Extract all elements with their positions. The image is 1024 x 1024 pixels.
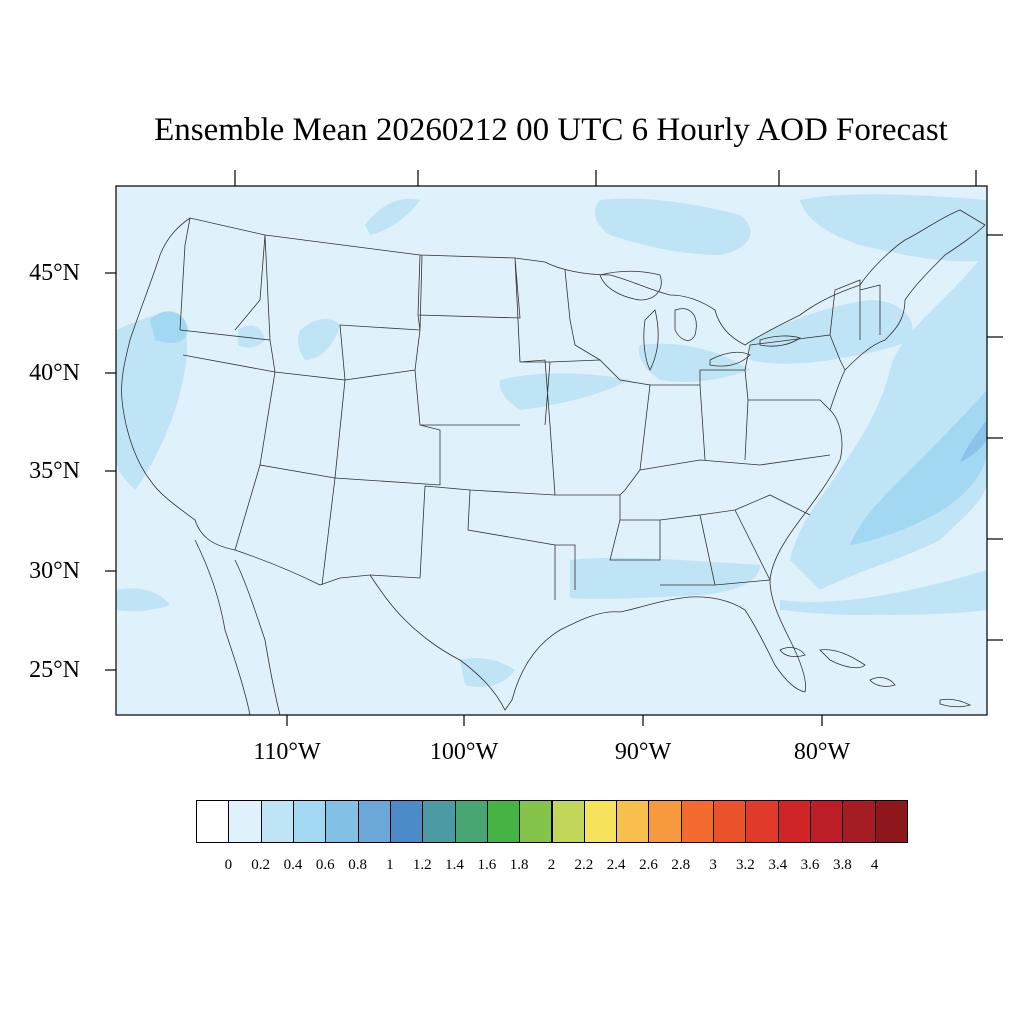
colorbar-label: 2.2	[574, 857, 594, 873]
colorbar-box	[648, 800, 682, 843]
colorbar-label: 3.2	[736, 857, 755, 873]
colorbar-label: 3.4	[768, 857, 788, 873]
colorbar-box	[874, 800, 908, 843]
great-lakes	[599, 270, 801, 371]
aod-shade-rockies	[297, 318, 340, 360]
lat-label-45n: 45°N	[29, 260, 80, 286]
colorbar-box	[454, 800, 488, 843]
colorbar-box	[486, 800, 521, 843]
aod-shade-westcoast	[116, 313, 187, 490]
map-frame	[115, 185, 988, 716]
lat-label-30n: 30°N	[29, 558, 80, 584]
colorbar-label: 2.8	[671, 857, 691, 873]
colorbar-label: 2.6	[639, 857, 658, 873]
aod-shade-northeast	[750, 300, 913, 364]
colorbar-box	[551, 800, 585, 843]
lon-label-100w: 100°W	[429, 739, 499, 765]
aod-shade-lakes	[638, 343, 750, 382]
lon-label-80w: 80°W	[793, 739, 851, 765]
aod-shade-plains	[499, 373, 630, 410]
colorbar-label: 2	[547, 857, 556, 873]
lon-label-90w: 90°W	[614, 739, 672, 765]
colorbar-box	[357, 800, 391, 843]
aod-shade-atlantic-core	[850, 390, 987, 545]
aod-shade-gulf	[570, 557, 760, 599]
colorbar-box	[777, 800, 812, 843]
colorbar-box	[292, 800, 327, 843]
colorbar-box	[583, 800, 618, 843]
colorbar-label: 1.6	[477, 857, 497, 873]
colorbar-label: 0.8	[348, 857, 367, 873]
colorbar-box	[713, 800, 747, 843]
colorbar-box	[745, 800, 779, 843]
colorbar-box	[260, 800, 294, 843]
colorbar-box	[325, 800, 359, 843]
colorbar-box	[422, 800, 456, 843]
aod-shade-sw	[116, 588, 170, 612]
colorbar-box	[389, 800, 424, 843]
baja	[194, 539, 281, 715]
lat-label-35n: 35°N	[29, 458, 80, 484]
colorbar-box	[228, 800, 262, 843]
lat-label-25n: 25°N	[29, 657, 80, 683]
colorbar-label: 2.4	[606, 857, 626, 873]
colorbar-label: 0.4	[283, 857, 303, 873]
colorbar-box	[616, 800, 650, 843]
colorbar-box	[519, 800, 553, 843]
aod-shading	[116, 194, 987, 687]
lon-label-110w: 110°W	[253, 739, 321, 765]
colorbar-label: 3.6	[800, 857, 820, 873]
colorbar-label: 0	[224, 857, 233, 873]
colorbar-label: 1	[386, 857, 394, 873]
chart-title: Ensemble Mean 20260212 00 UTC 6 Hourly A…	[154, 112, 948, 148]
colorbar-box	[680, 800, 715, 843]
colorbar-label: 1.8	[509, 857, 529, 873]
political-boundaries	[121, 209, 986, 715]
colorbar-label: 1.2	[412, 857, 432, 873]
map-ticks	[105, 170, 1003, 726]
aod-shade-canada	[594, 198, 751, 255]
state-lines	[179, 217, 881, 600]
colorbar-label: 0.6	[315, 857, 335, 873]
colorbar-box	[810, 800, 844, 843]
aod-shade-westcoast-inner	[150, 311, 188, 343]
colorbar-label: 4	[870, 857, 879, 873]
aod-shade-canada-east	[800, 194, 987, 262]
colorbar-box	[842, 800, 876, 843]
aod-shade-nw	[365, 198, 420, 235]
aod-shade-atlantic-peak	[960, 420, 987, 462]
aod-shade-south	[780, 570, 987, 615]
colorbar-label: 0.2	[251, 857, 270, 873]
colorbar-label: 3.8	[832, 857, 852, 873]
colorbar-box	[196, 800, 230, 843]
caribbean-islands	[779, 647, 972, 708]
aod-shade-texas	[460, 658, 515, 687]
lat-label-40n: 40°N	[29, 360, 80, 386]
colorbar-label: 3	[709, 857, 717, 873]
colorbar-label: 1.4	[445, 857, 464, 873]
aod-shade-idaho	[238, 325, 265, 348]
